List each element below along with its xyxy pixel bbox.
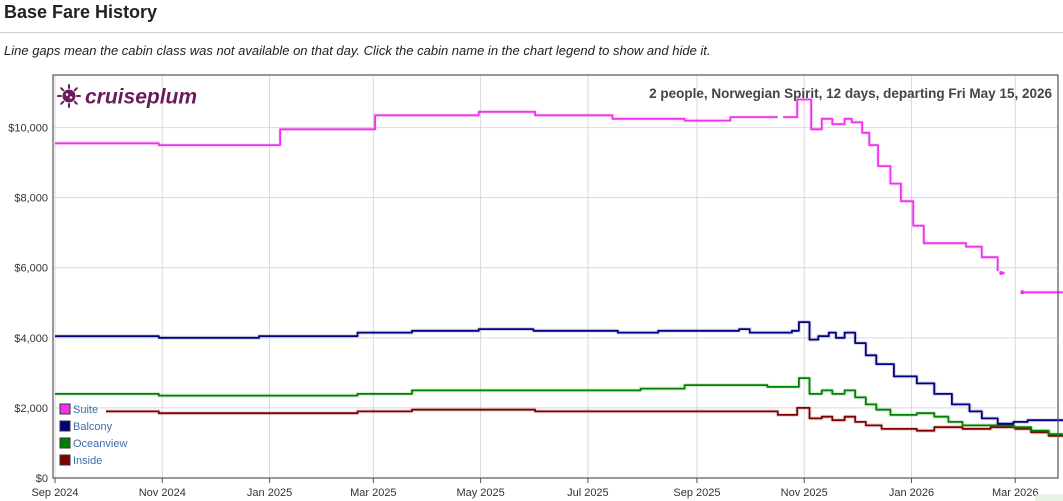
x-tick-label: Jul 2025	[567, 487, 609, 499]
series-point	[1020, 290, 1025, 295]
series-inside	[106, 405, 1063, 438]
x-tick-label: Sep 2025	[673, 487, 720, 499]
series-line	[55, 110, 778, 146]
y-tick-label: $8,000	[14, 193, 48, 205]
corner-chip	[1035, 494, 1063, 501]
cruiseplum-logo-icon	[57, 84, 81, 108]
page-subtitle: Line gaps mean the cabin class was not a…	[4, 43, 711, 58]
x-tick-label: Mar 2026	[992, 487, 1038, 499]
legend-item-oceanview[interactable]: Oceanview	[59, 437, 127, 450]
series-line	[106, 407, 1063, 437]
series-lines	[55, 97, 1063, 438]
series-oceanview	[55, 376, 1063, 437]
legend-label: Oceanview	[73, 438, 127, 450]
x-tick-label: Jan 2026	[889, 487, 934, 499]
fare-history-chart: $0 $2,000 $4,000 $6,000 $8,000 $10,000 Sep 20…	[8, 74, 1063, 499]
brand-name: cruiseplum	[85, 86, 197, 109]
x-tick-label: Mar 2025	[350, 487, 396, 499]
legend-swatch	[59, 420, 71, 432]
series-line	[783, 98, 999, 272]
x-tick-label: Jan 2025	[247, 487, 292, 499]
y-tick-label: $10,000	[8, 123, 48, 135]
legend-label: Suite	[73, 404, 98, 416]
plot-border	[52, 74, 1059, 479]
series-point	[999, 270, 1004, 275]
series-line	[55, 321, 1063, 425]
series-line	[55, 377, 1063, 436]
plot-background	[53, 75, 1058, 478]
chart-legend: Suite Balcony Oceanview Inside	[59, 403, 127, 467]
x-tick-label: Nov 2025	[781, 487, 828, 499]
y-axis-labels: $0 $2,000 $4,000 $6,000 $8,000 $10,000	[8, 123, 48, 485]
x-tick-label: Nov 2024	[139, 487, 186, 499]
y-tick-label: $4,000	[14, 333, 48, 345]
y-tick-label: $6,000	[14, 263, 48, 275]
x-tick-label: May 2025	[456, 487, 504, 499]
y-tick-label: $0	[36, 473, 48, 485]
page-title: Base Fare History	[4, 2, 158, 22]
series-suite	[55, 97, 1063, 295]
title-divider	[0, 32, 1063, 33]
series-balcony	[55, 320, 1063, 426]
chart-title: 2 people, Norwegian Spirit, 12 days, dep…	[649, 86, 1052, 101]
legend-item-balcony[interactable]: Balcony	[59, 420, 113, 433]
y-tick-label: $2,000	[14, 403, 48, 415]
legend-item-suite[interactable]: Suite	[59, 403, 98, 416]
legend-label: Inside	[73, 455, 102, 467]
legend-item-inside[interactable]: Inside	[59, 454, 102, 467]
legend-swatch	[59, 437, 71, 449]
legend-label: Balcony	[73, 421, 113, 433]
x-axis-labels: Sep 2024 Nov 2024 Jan 2025 Mar 2025 May 2025…	[31, 478, 1038, 499]
legend-swatch	[59, 454, 71, 466]
legend-swatch	[59, 403, 71, 415]
brand-logo: cruiseplum	[57, 84, 197, 109]
x-tick-label: Sep 2024	[31, 487, 78, 499]
